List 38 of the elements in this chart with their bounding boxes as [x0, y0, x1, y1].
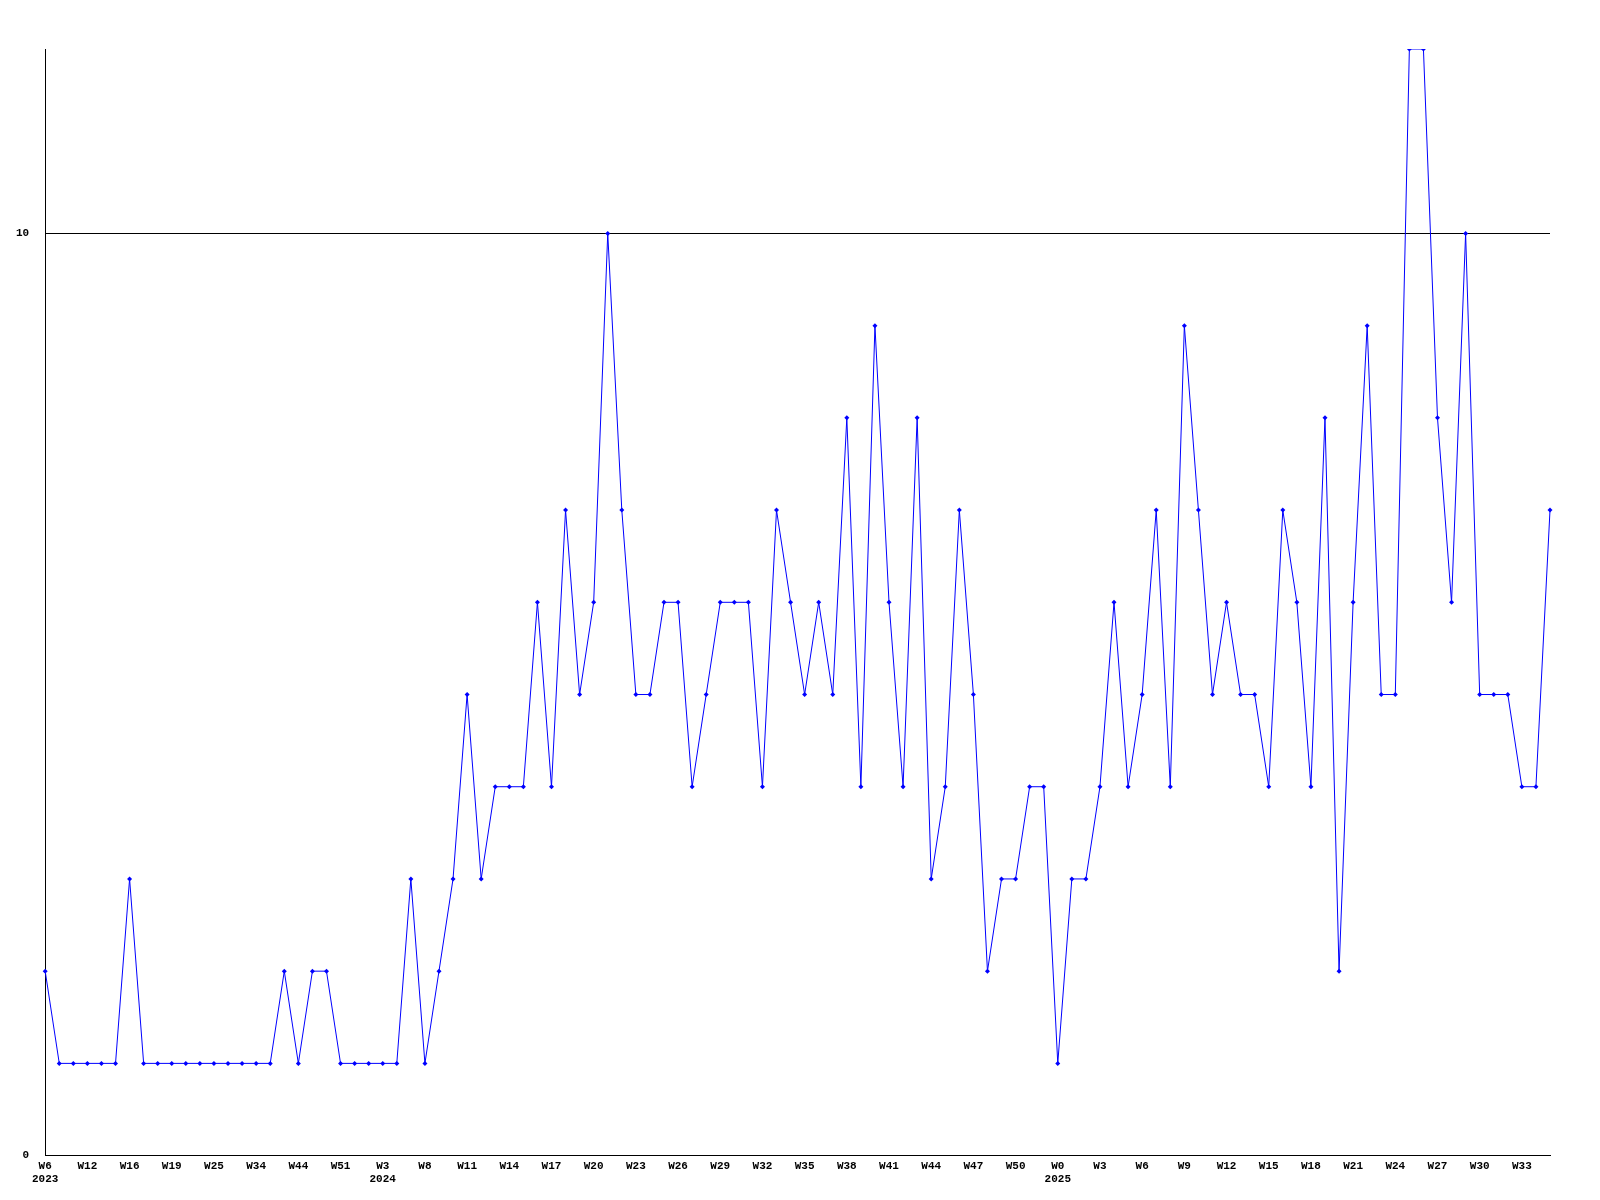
x-tick-label: W18 [1301, 1159, 1322, 1172]
x-tick-label: W50 [1005, 1159, 1026, 1172]
x-tick-label: W16 [119, 1159, 140, 1172]
x-tick-label: W20 [583, 1159, 604, 1172]
x-tick-label: W17 [541, 1159, 562, 1172]
x-tick-label: W41 [879, 1159, 900, 1172]
x-tick-label: W9 [1177, 1159, 1191, 1172]
y-tick-label: 10 [16, 227, 30, 240]
x-tick-label: W32 [752, 1159, 773, 1172]
x-tick-label: W11 [457, 1159, 478, 1172]
x-tick-label: W14 [499, 1159, 520, 1172]
x-tick-label: W30 [1469, 1159, 1490, 1172]
x-tick-label: W35 [794, 1159, 815, 1172]
x-tick-label: W27 [1427, 1159, 1448, 1172]
x-tick-label: W21 [1343, 1159, 1364, 1172]
y-tick-label: 0 [22, 1149, 30, 1162]
x-tick-label: W24 [1385, 1159, 1406, 1172]
x-tick-label: W19 [161, 1159, 182, 1172]
x-tick-label: W3 [1093, 1159, 1107, 1172]
x-tick-label: W0 2025 [1044, 1159, 1072, 1186]
x-tick-label: W12 [1216, 1159, 1237, 1172]
x-tick-label: W23 [625, 1159, 647, 1172]
x-tick-label: W8 [418, 1159, 432, 1172]
x-tick-label: W26 [668, 1159, 688, 1172]
x-tick-label: W44 [921, 1159, 942, 1172]
x-tick-label: W15 [1258, 1159, 1280, 1172]
x-tick-label: W29 [710, 1159, 731, 1172]
x-tick-label: W47 [963, 1159, 984, 1172]
x-tick-label: W38 [836, 1159, 858, 1172]
x-tick-label: W6 2023 [32, 1159, 59, 1186]
x-tick-label: W12 [77, 1159, 98, 1172]
x-tick-label: W25 [204, 1159, 225, 1172]
x-tick-label: W6 [1135, 1159, 1149, 1172]
x-tick-label: W33 [1511, 1159, 1533, 1172]
x-tick-label: W44 [288, 1159, 309, 1172]
x-tick-label: W34 [246, 1159, 267, 1172]
x-tick-label: W3 2024 [369, 1159, 397, 1186]
x-tick-label: W51 [330, 1159, 351, 1172]
